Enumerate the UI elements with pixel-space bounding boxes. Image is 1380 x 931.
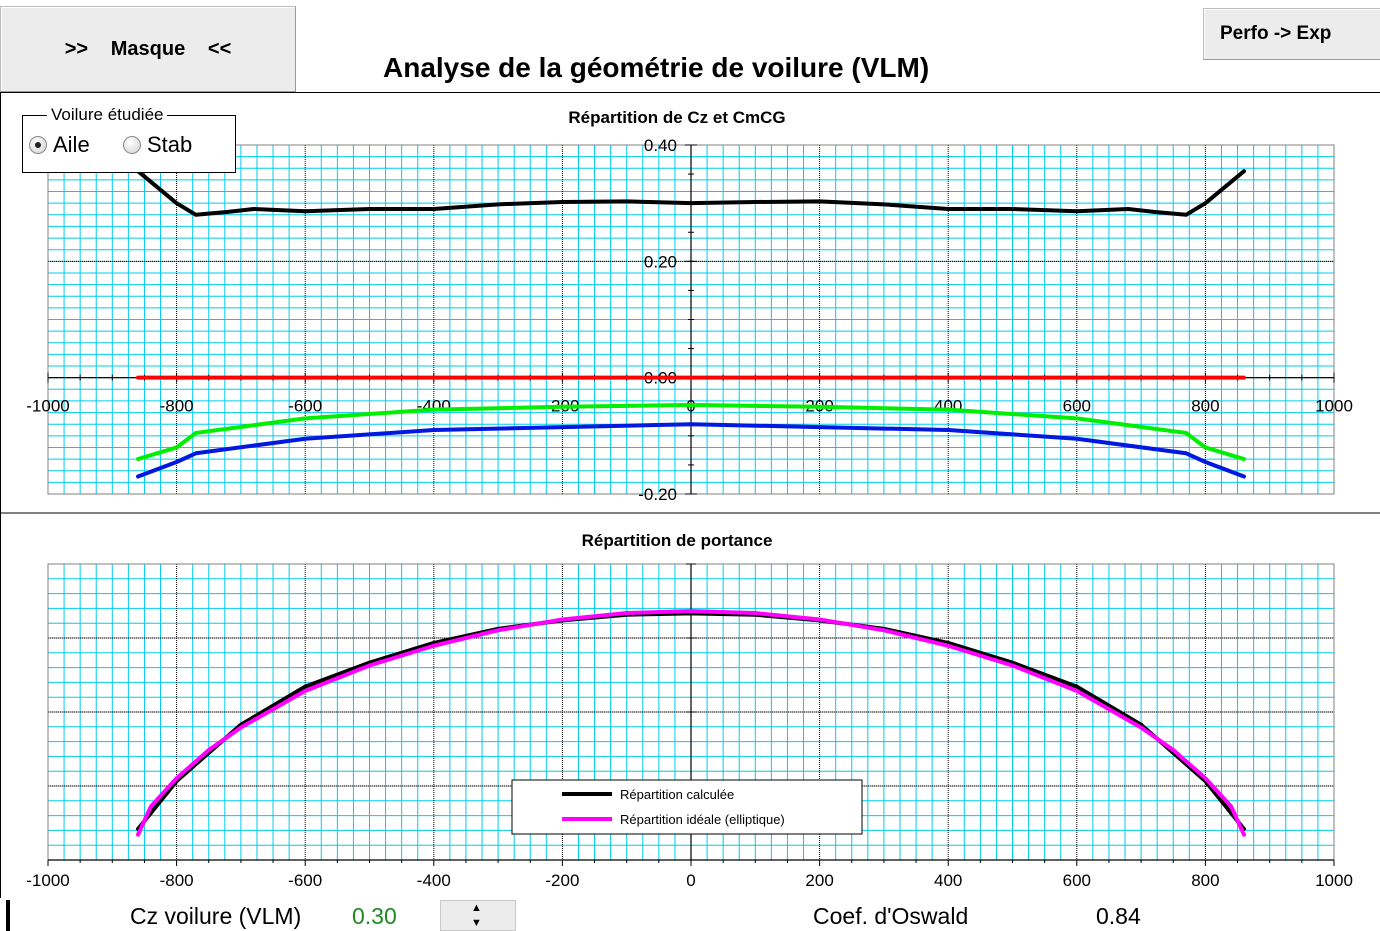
- page-title: Analyse de la géométrie de voilure (VLM): [383, 52, 930, 83]
- x-tick-label: 600: [1063, 397, 1091, 416]
- radio-aile[interactable]: Aile: [29, 132, 90, 158]
- x-tick-label: -800: [160, 397, 194, 416]
- cz-spinner[interactable]: ▲ ▼: [440, 900, 516, 931]
- series-line-2-2: [136, 609, 1246, 837]
- left-edge-strip: [6, 900, 10, 931]
- x-tick-label: -200: [545, 871, 579, 890]
- x-tick-label: -800: [160, 871, 194, 890]
- voilure-legend: Voilure étudiée: [47, 106, 168, 124]
- oswald-value: 0.84: [1096, 903, 1141, 929]
- legend-box: [511, 779, 863, 835]
- x-tick-label: -600: [288, 871, 322, 890]
- x-tick-label: 0: [686, 871, 695, 890]
- cz-voilure-value: 0.30: [352, 903, 397, 929]
- x-tick-label: 800: [1191, 397, 1219, 416]
- series-line-2-1: [136, 611, 1246, 831]
- oswald-label: Coef. d'Oswald: [813, 903, 969, 929]
- cz-voilure-label: Cz voilure (VLM): [130, 903, 302, 929]
- series-line-1-1: [136, 169, 1246, 217]
- chart-frame: -1000 -800 -600 -400 -200 0 200 400 600 800 1000 -0…: [0, 92, 1380, 898]
- charts-svg: -1000 -800 -600 -400 -200 0 200 400 600 800 1000 -0…: [1, 108, 1380, 890]
- radio-stab-indicator-icon[interactable]: [123, 136, 141, 154]
- radio-aile-label: Aile: [53, 132, 90, 157]
- perfo-exp-button[interactable]: Perfo -> Exp: [1203, 8, 1380, 60]
- radio-aile-indicator-icon[interactable]: [29, 136, 47, 154]
- x-tick-label: 600: [1063, 871, 1091, 890]
- y-tick-label: 0.20: [644, 252, 677, 271]
- series-line-1-3: [136, 403, 1246, 462]
- x-tick-label: 1000: [1315, 397, 1353, 416]
- radio-stab[interactable]: Stab: [123, 132, 192, 158]
- spinner-down-icon[interactable]: ▼: [471, 917, 482, 929]
- x-tick-label: 1000: [1315, 871, 1353, 890]
- y-tick-label: 0.40: [644, 136, 677, 155]
- chart-title-2: Répartition de portance: [582, 531, 773, 550]
- legend-label-2: Répartition idéale (elliptique): [620, 812, 785, 827]
- x-tick-label: -1000: [26, 397, 69, 416]
- x-tick-label: -400: [417, 871, 451, 890]
- x-tick-label: -400: [417, 397, 451, 416]
- x-tick-label: -600: [288, 397, 322, 416]
- spinner-up-icon[interactable]: ▲: [471, 902, 482, 914]
- y-tick-label: -0.20: [638, 485, 677, 504]
- x-tick-label: 200: [805, 871, 833, 890]
- chart-title-1: Répartition de Cz et CmCG: [568, 108, 785, 127]
- x-tick-label: 400: [934, 397, 962, 416]
- legend-label-1: Répartition calculée: [620, 787, 734, 802]
- x-tick-label: -1000: [26, 871, 69, 890]
- radio-stab-label: Stab: [147, 132, 193, 157]
- masque-toggle-button[interactable]: >> Masque <<: [0, 6, 296, 92]
- voilure-groupbox: Voilure étudiée Aile Stab: [22, 106, 236, 173]
- x-tick-label: 400: [934, 871, 962, 890]
- series-line-1-4: [136, 422, 1246, 479]
- x-tick-label: 800: [1191, 871, 1219, 890]
